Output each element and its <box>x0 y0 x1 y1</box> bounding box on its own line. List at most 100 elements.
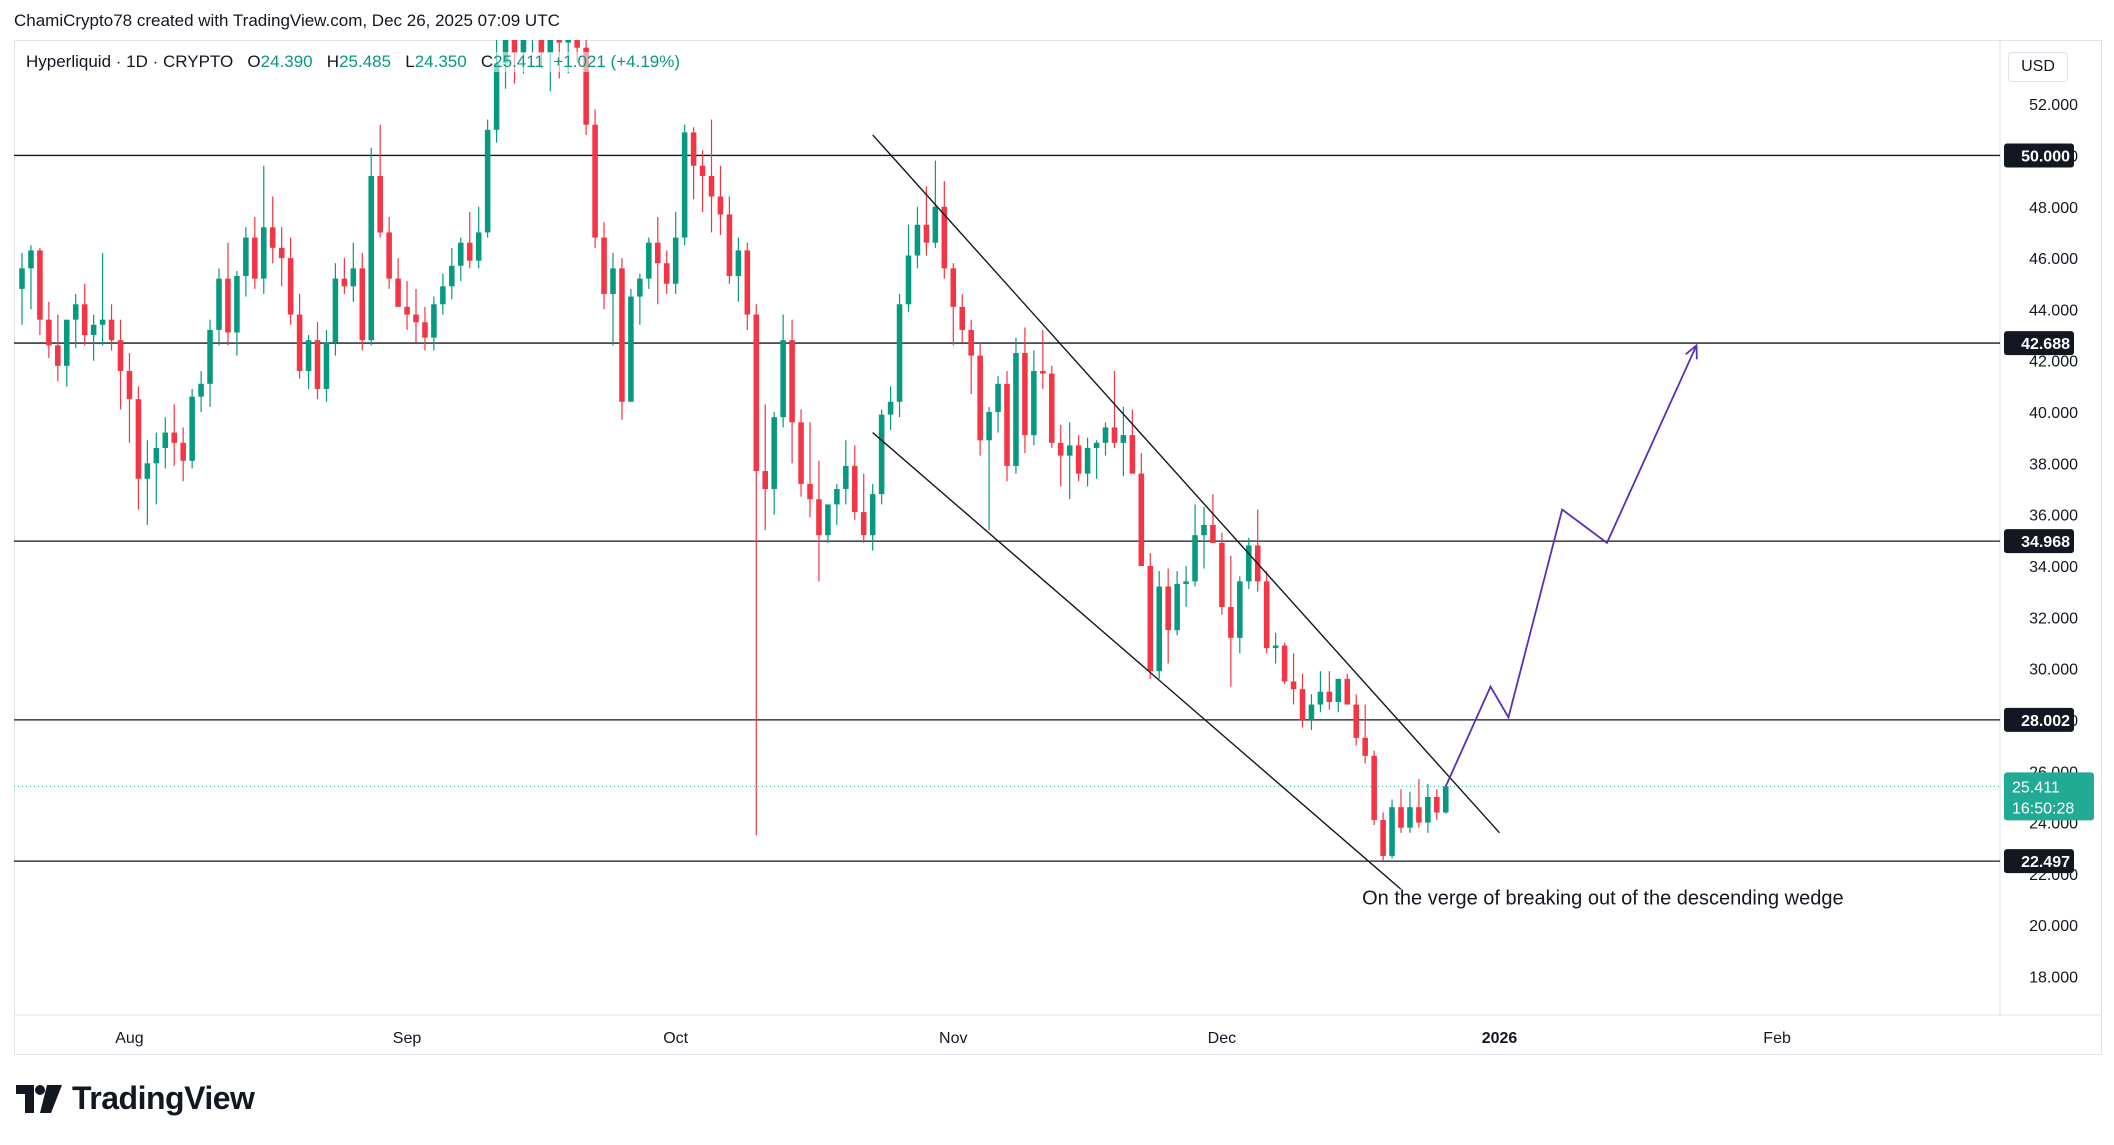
current-price-label-bg <box>2004 772 2094 821</box>
y-tick-label: 20.000 <box>2029 918 2078 935</box>
currency-button[interactable]: USD <box>2008 52 2068 82</box>
current-price-label: 25.411 <box>2012 779 2060 796</box>
candle-body-up <box>1093 442 1100 448</box>
candle-body-up <box>216 278 222 330</box>
candle-body-down <box>126 370 133 400</box>
projection-path <box>1444 344 1698 787</box>
candle-body-down <box>1048 373 1055 443</box>
candle-body-down <box>977 355 983 441</box>
candle-body-up <box>1192 535 1198 582</box>
candle-body-up <box>1335 678 1342 702</box>
candle-body-up <box>771 417 777 490</box>
candle-body-down <box>386 232 392 279</box>
candle-body-up <box>72 304 79 320</box>
candle-body-up <box>995 383 1001 413</box>
candle-body-down <box>753 314 760 472</box>
candle-body-down <box>37 250 43 320</box>
projection-arrowhead <box>1685 343 1698 360</box>
candle-body-up <box>825 504 831 536</box>
candle-body-up <box>1156 586 1163 672</box>
candle-body-up <box>243 237 249 277</box>
candle-body-up <box>1120 435 1127 443</box>
candle-body-down <box>654 242 661 264</box>
y-tick-label: 42.000 <box>2029 354 2078 371</box>
tradingview-logo[interactable]: TradingView <box>16 1080 255 1117</box>
candle-body-up <box>672 237 679 284</box>
high-label: H <box>326 52 340 71</box>
candle-body-down <box>395 278 401 307</box>
candle-body-down <box>81 304 88 336</box>
candle-body-up <box>28 250 34 269</box>
candle-body-up <box>350 268 357 287</box>
level-price-label-bg <box>2004 529 2074 554</box>
y-tick-label: 30.000 <box>2029 662 2078 679</box>
level-price-label-bg <box>2004 331 2074 356</box>
x-tick-label: Aug <box>115 1030 143 1047</box>
candle-body-up <box>323 342 330 389</box>
tradingview-logo-icon <box>16 1084 62 1113</box>
candle-body-up <box>914 224 921 256</box>
candle-body-up <box>457 242 464 266</box>
plot-area <box>14 40 2000 890</box>
candle-body-up <box>99 319 106 325</box>
y-tick-label: 44.000 <box>2029 302 2078 319</box>
candle-body-down <box>538 40 545 53</box>
candle-body-down <box>556 40 563 43</box>
chart-frame <box>14 40 2102 1055</box>
candle-body-down <box>1353 704 1360 738</box>
candle-body-down <box>968 329 974 356</box>
close-label: C <box>480 52 494 71</box>
candle-body-up <box>834 489 840 505</box>
candle-body-down <box>690 132 697 166</box>
candle-body-down <box>592 124 598 238</box>
candle-body-down <box>1299 689 1306 720</box>
y-tick-label: 18.000 <box>2029 970 2078 987</box>
candle-body-down <box>466 242 473 261</box>
candle-body-down <box>180 442 186 461</box>
candle-body-up <box>637 278 643 297</box>
candle-body-up <box>502 40 509 64</box>
candle-body-up <box>887 401 894 415</box>
candle-body-down <box>1398 807 1404 828</box>
wedge-trendline <box>872 134 1501 834</box>
candle-body-down <box>511 40 518 53</box>
x-tick-label: Nov <box>939 1030 967 1047</box>
candle-body-up <box>896 304 903 402</box>
candle-body-up <box>932 206 939 243</box>
level-price-label: 34.968 <box>2021 534 2070 551</box>
candle-body-down <box>959 306 966 330</box>
candle-body-down <box>762 471 769 490</box>
candle-body-up <box>1201 524 1207 536</box>
level-price-label: 42.688 <box>2021 336 2070 353</box>
candle-body-up <box>1183 581 1189 584</box>
candle-body-down <box>413 314 419 323</box>
ohlc-legend: Hyperliquid · 1D · CRYPTO O24.390 H25.48… <box>26 52 681 72</box>
candle-body-up <box>1245 545 1252 582</box>
close-value: 25.411 <box>493 52 544 71</box>
candle-body-down <box>225 278 231 333</box>
candle-body-up <box>1013 353 1019 466</box>
candle-body-up <box>1237 581 1243 638</box>
candle-body-up <box>484 129 491 233</box>
level-price-label-bg <box>2004 707 2074 732</box>
candle-body-down <box>422 322 428 338</box>
candle-body-down <box>816 499 822 536</box>
candle-body-up <box>1308 704 1315 720</box>
candle-body-down <box>1263 581 1270 649</box>
candle-body-up <box>260 227 267 279</box>
candle-body-down <box>1380 820 1386 856</box>
candle-body-up <box>189 396 195 461</box>
x-tick-label: Dec <box>1208 1030 1236 1047</box>
candle-body-up <box>1389 807 1395 856</box>
candle-body-down <box>108 319 115 341</box>
candle-body-up <box>1102 427 1109 443</box>
candle-body-up <box>198 383 204 397</box>
candle-body-down <box>663 263 670 284</box>
candle-body-up <box>207 329 213 384</box>
candle-body-down <box>1362 737 1368 756</box>
candle-body-up <box>475 232 482 261</box>
candle-body-up <box>1066 445 1073 456</box>
candle-body-down <box>601 237 607 295</box>
candle-body-up <box>547 40 554 53</box>
